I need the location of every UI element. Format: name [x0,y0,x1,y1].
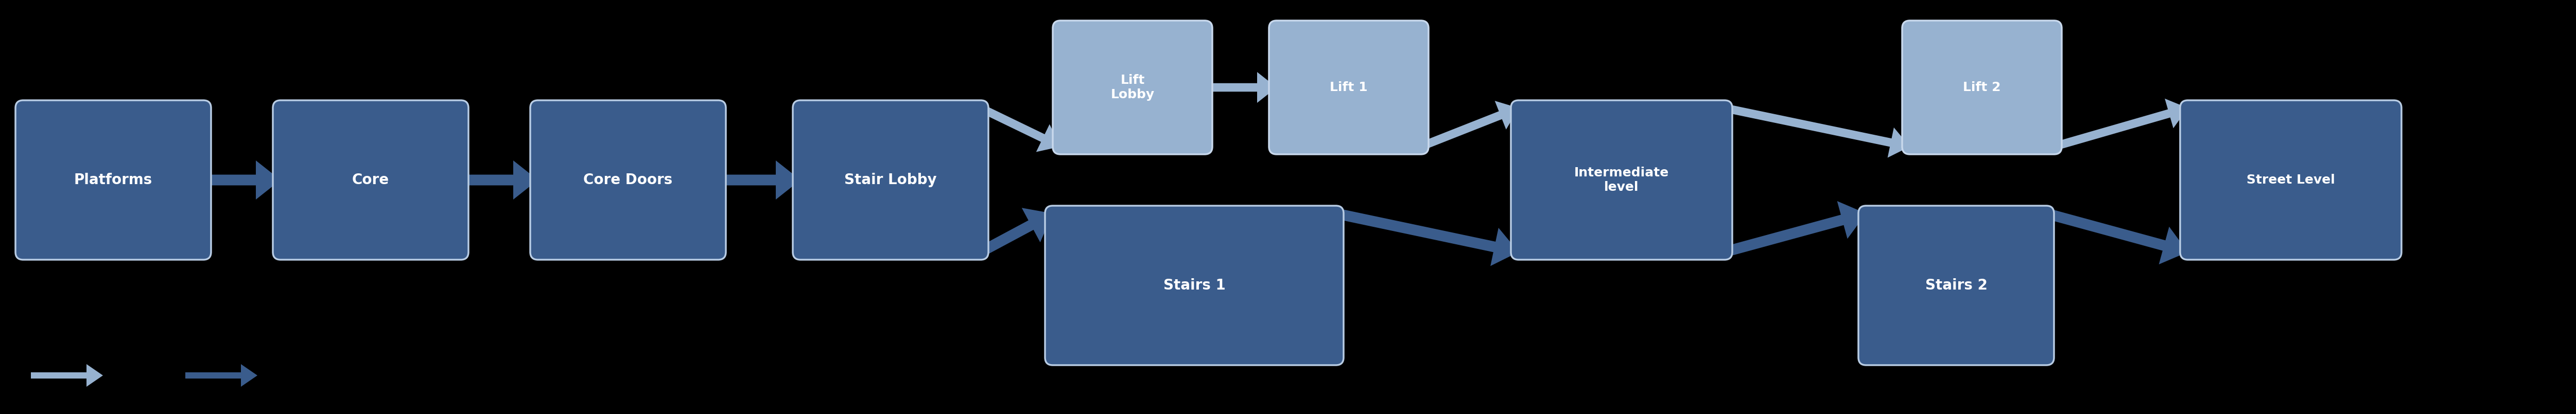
FancyArrow shape [185,364,258,387]
FancyBboxPatch shape [1046,206,1345,365]
FancyArrow shape [1206,72,1278,103]
Text: Street Level: Street Level [2246,174,2334,186]
Text: Lift 1: Lift 1 [1329,81,1368,94]
FancyBboxPatch shape [1901,21,2061,154]
FancyArrow shape [2045,208,2187,265]
FancyArrow shape [461,161,538,200]
Text: Core Doors: Core Doors [582,173,672,187]
Text: Platforms: Platforms [75,173,152,187]
Text: Core: Core [353,173,389,187]
Text: Stair Lobby: Stair Lobby [845,173,938,187]
FancyArrow shape [1723,201,1865,257]
FancyBboxPatch shape [1857,206,2053,365]
FancyBboxPatch shape [1054,21,1213,154]
FancyArrow shape [1723,104,1909,158]
FancyArrow shape [979,208,1054,257]
Text: Intermediate
level: Intermediate level [1574,167,1669,193]
FancyBboxPatch shape [531,100,726,260]
Text: Lift 2: Lift 2 [1963,81,2002,94]
FancyBboxPatch shape [1512,100,1731,260]
FancyBboxPatch shape [1270,21,1430,154]
FancyArrow shape [1419,101,1520,151]
FancyArrow shape [719,161,801,200]
Text: Stairs 2: Stairs 2 [1924,278,1986,293]
FancyBboxPatch shape [273,100,469,260]
Text: Lift
Lobby: Lift Lobby [1110,74,1154,101]
Text: Stairs 1: Stairs 1 [1164,278,1226,293]
FancyArrow shape [2053,99,2187,151]
FancyBboxPatch shape [15,100,211,260]
FancyArrow shape [979,104,1061,152]
FancyArrow shape [1334,208,1520,266]
FancyBboxPatch shape [793,100,989,260]
FancyArrow shape [31,364,103,387]
FancyBboxPatch shape [2179,100,2401,260]
FancyArrow shape [204,161,281,200]
